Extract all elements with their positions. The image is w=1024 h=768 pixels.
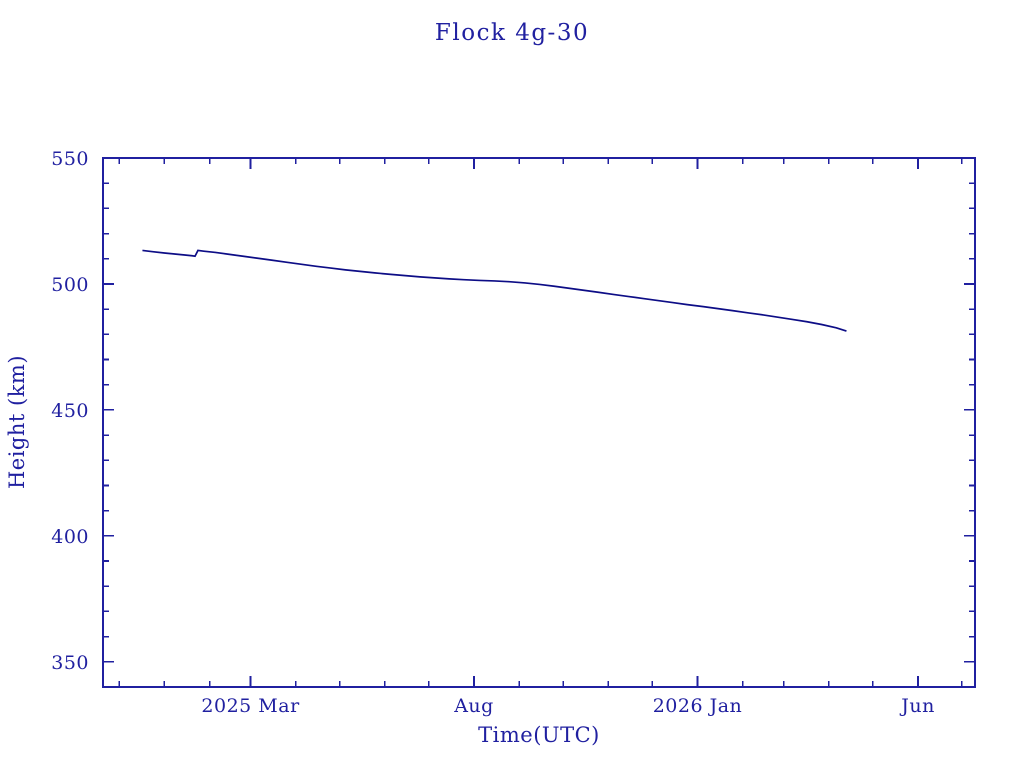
chart-title: Flock 4g-30: [435, 20, 589, 46]
x-axis-ticks: [118, 158, 963, 687]
y-tick-label: 450: [51, 400, 89, 422]
y-axis-ticks: [103, 157, 975, 688]
y-tick-label: 350: [51, 652, 89, 674]
y-axis-title: Height (km): [5, 355, 29, 489]
altitude-decay-line: [142, 249, 847, 332]
y-tick-label: 500: [51, 274, 89, 296]
x-tick-label: 2025 Mar: [201, 695, 300, 717]
y-tick-label: 550: [51, 148, 89, 170]
x-tick-label: Jun: [899, 695, 935, 717]
x-tick-label: Aug: [453, 695, 494, 717]
y-tick-label: 400: [51, 526, 89, 548]
x-tick-label: 2026 Jan: [653, 695, 743, 717]
x-axis-title: Time(UTC): [478, 723, 600, 747]
x-axis-tick-labels: 2025 Mar Aug 2026 Jan Jun: [201, 695, 934, 717]
y-axis-tick-labels: 350 400 450 500 550: [51, 148, 89, 674]
plot-frame: [102, 157, 976, 688]
